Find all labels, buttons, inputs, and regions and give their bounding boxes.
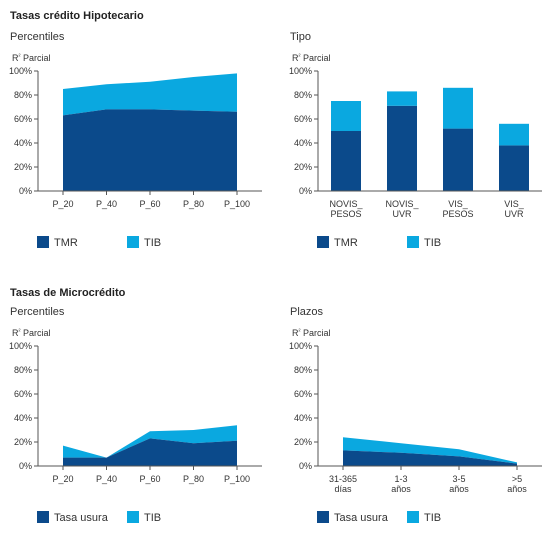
legend-swatch [317, 236, 329, 248]
chart-subtitle: Plazos [290, 306, 324, 318]
legend-label: Tasa usura [54, 512, 109, 524]
y-tick-label: 100% [9, 66, 32, 76]
chart-subtitle: Tipo [290, 31, 311, 43]
legend-label: TIB [144, 512, 161, 524]
x-tick-label: P_20 [52, 474, 73, 484]
y-tick-label: 0% [299, 461, 312, 471]
x-tick-label: 31-365 [329, 474, 357, 484]
bar-tib [443, 87, 473, 129]
series-area-tasa-usura [343, 450, 517, 466]
chart-svg: Percentiles R² Parcial 0% 20% 40% 60% 80% 100% P… [9, 31, 262, 249]
x-tick-label: P_20 [52, 199, 73, 209]
bar-tmr [443, 128, 473, 191]
x-tick-label: P_100 [224, 199, 250, 209]
x-tick-label: P_80 [183, 474, 204, 484]
y-tick-label: 40% [294, 413, 312, 423]
y-tick-label: 0% [19, 186, 32, 196]
series-area-tib [63, 425, 237, 458]
x-tick-label: P_60 [139, 474, 160, 484]
x-tick-label: P_40 [96, 199, 117, 209]
y-tick-label: 60% [14, 114, 32, 124]
x-tick-label: NOVIS_ [385, 199, 419, 209]
y-tick-label: 20% [294, 437, 312, 447]
chart-microcredito-plazos: Plazos R² Parcial 0% 20% 40% 60% 80% 100% 31-365… [280, 303, 550, 538]
bar-tmr [499, 145, 529, 191]
y-axis-label: R² Parcial [292, 328, 331, 338]
x-tick-label: >5 [512, 474, 522, 484]
y-tick-label: 40% [294, 138, 312, 148]
bar-tmr [387, 105, 417, 191]
bar-tib [387, 91, 417, 106]
legend-label: TMR [54, 237, 78, 249]
legend-swatch [37, 511, 49, 523]
series-area-tasa-usura [63, 438, 237, 466]
y-tick-label: 100% [9, 341, 32, 351]
x-tick-label: VIS_ [448, 199, 469, 209]
chart-subtitle: Percentiles [10, 306, 65, 318]
x-tick-label: P_100 [224, 474, 250, 484]
chart-hipotecario-tipo: Tipo R² Parcial 0% 20% 40% 60% 80% 100% NOVIS_ PE… [280, 28, 550, 263]
y-tick-label: 20% [14, 437, 32, 447]
y-tick-label: 60% [294, 389, 312, 399]
x-tick-label: P_60 [139, 199, 160, 209]
series-area-tib [343, 437, 517, 464]
legend-label: Tasa usura [334, 512, 389, 524]
legend-label: TMR [334, 237, 358, 249]
y-tick-label: 100% [289, 341, 312, 351]
x-tick-label: UVR [392, 209, 412, 219]
legend-label: TIB [424, 237, 441, 249]
y-tick-label: 20% [294, 162, 312, 172]
x-tick-label: NOVIS_ [329, 199, 363, 209]
y-tick-label: 20% [14, 162, 32, 172]
x-tick-label: 1-3 [394, 474, 407, 484]
x-tick-label: VIS_ [504, 199, 525, 209]
y-tick-label: 0% [19, 461, 32, 471]
y-axis-label: R² Parcial [12, 328, 51, 338]
x-tick-label: PESOS [442, 209, 473, 219]
chart-svg: Plazos R² Parcial 0% 20% 40% 60% 80% 100% 31-365… [289, 306, 542, 524]
series-area-tmr [63, 109, 237, 191]
chart-hipotecario-percentiles: Percentiles R² Parcial 0% 20% 40% 60% 80% 100% P… [0, 28, 270, 263]
y-tick-label: 100% [289, 66, 312, 76]
x-tick-label: años [449, 484, 469, 494]
x-tick-label: UVR [504, 209, 524, 219]
y-tick-label: 60% [14, 389, 32, 399]
y-tick-label: 80% [294, 90, 312, 100]
y-tick-label: 0% [299, 186, 312, 196]
bar-tib [331, 101, 361, 131]
legend-label: TIB [144, 237, 161, 249]
section-title-microcredito: Tasas de Microcrédito [10, 287, 126, 299]
legend-swatch [127, 236, 139, 248]
chart-microcredito-percentiles: Percentiles R² Parcial 0% 20% 40% 60% 80% 100% P… [0, 303, 270, 538]
legend-swatch [407, 511, 419, 523]
section-title-hipotecario: Tasas crédito Hipotecario [10, 10, 144, 22]
legend-swatch [127, 511, 139, 523]
legend-swatch [407, 236, 419, 248]
x-tick-label: P_80 [183, 199, 204, 209]
y-tick-label: 80% [14, 365, 32, 375]
y-tick-label: 80% [294, 365, 312, 375]
bar-tmr [331, 131, 361, 191]
y-axis-label: R² Parcial [292, 53, 331, 63]
x-tick-label: PESOS [330, 209, 361, 219]
x-tick-label: años [507, 484, 527, 494]
y-axis-label: R² Parcial [12, 53, 51, 63]
y-tick-label: 40% [14, 138, 32, 148]
series-area-tib [63, 73, 237, 116]
legend-label: TIB [424, 512, 441, 524]
legend-swatch [37, 236, 49, 248]
x-tick-label: P_40 [96, 474, 117, 484]
y-tick-label: 80% [14, 90, 32, 100]
bar-tib [499, 123, 529, 146]
x-tick-label: días [334, 484, 352, 494]
y-tick-label: 40% [14, 413, 32, 423]
chart-subtitle: Percentiles [10, 31, 65, 43]
x-tick-label: 3-5 [452, 474, 465, 484]
legend-swatch [317, 511, 329, 523]
x-tick-label: años [391, 484, 411, 494]
y-tick-label: 60% [294, 114, 312, 124]
chart-svg: Percentiles R² Parcial 0% 20% 40% 60% 80% 100% P… [9, 306, 262, 524]
